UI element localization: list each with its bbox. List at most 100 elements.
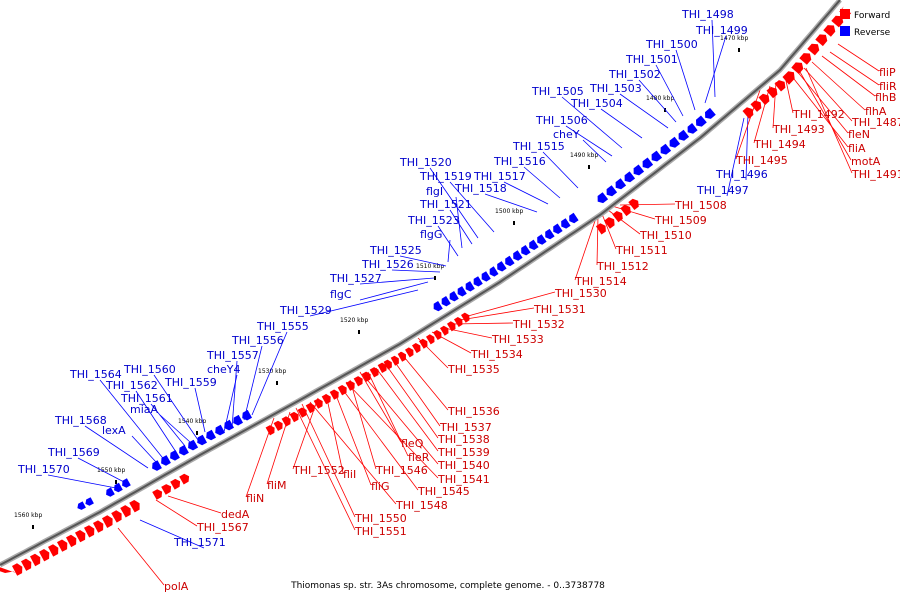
forward-leader-line xyxy=(619,203,676,206)
forward-leader-line xyxy=(805,67,853,174)
forward-gene xyxy=(265,425,275,436)
reverse-gene-label: THI_1527 xyxy=(329,272,382,285)
forward-leader-line xyxy=(301,403,356,518)
reverse-gene xyxy=(433,301,443,312)
forward-gene-label: THI_1540 xyxy=(437,459,490,472)
reverse-gene-label: THI_1556 xyxy=(231,334,284,347)
forward-gene xyxy=(758,93,770,106)
reverse-leader-line xyxy=(455,196,463,249)
forward-gene xyxy=(447,321,456,332)
reverse-gene-label: THI_1505 xyxy=(531,85,584,98)
reverse-gene xyxy=(170,450,180,461)
forward-gene-label: THI_1512 xyxy=(596,260,649,273)
tick-label: 1550 kbp xyxy=(97,467,125,474)
forward-gene-label: fliP xyxy=(879,66,896,79)
reverse-gene-label: THI_1523 xyxy=(407,214,460,227)
reverse-gene-label: lexA xyxy=(102,424,126,437)
forward-gene-label: fliR xyxy=(879,80,897,93)
tick-mark xyxy=(196,431,198,435)
forward-leader-line xyxy=(601,213,617,250)
forward-gene-label: THI_1550 xyxy=(354,512,407,525)
chromosome-backbone xyxy=(0,0,842,568)
forward-gene-label: THI_1551 xyxy=(354,525,407,538)
forward-gene xyxy=(426,334,435,345)
forward-gene xyxy=(353,376,363,387)
forward-gene xyxy=(440,325,449,336)
reverse-gene xyxy=(669,136,681,148)
forward-gene xyxy=(313,398,323,409)
reverse-gene-label: cheY xyxy=(553,128,580,141)
forward-gene-label: motA xyxy=(851,155,881,168)
tick-mark xyxy=(588,165,590,169)
reverse-gene-label: flgC xyxy=(330,288,352,301)
forward-gene xyxy=(21,558,32,571)
forward-gene-label: THI_1545 xyxy=(417,485,470,498)
reverse-gene xyxy=(606,185,618,197)
forward-gene xyxy=(297,407,307,418)
reverse-gene xyxy=(705,107,716,119)
reverse-gene xyxy=(529,239,539,250)
forward-leader-line xyxy=(359,371,402,443)
forward-gene xyxy=(0,567,17,573)
reverse-gene-label: flgG xyxy=(420,228,442,241)
reverse-leader-line xyxy=(484,193,538,213)
forward-leader-line xyxy=(459,307,535,321)
forward-gene xyxy=(742,107,754,119)
reverse-gene xyxy=(553,223,563,234)
forward-gene xyxy=(799,53,812,65)
forward-gene xyxy=(369,367,379,378)
tick-label: 1540 kbp xyxy=(178,418,206,425)
forward-leader-line xyxy=(363,375,439,465)
forward-gene xyxy=(39,549,50,562)
reverse-gene xyxy=(561,218,571,229)
forward-leader-line xyxy=(295,407,356,531)
forward-leader-line xyxy=(799,71,852,161)
reverse-gene xyxy=(678,129,690,141)
reverse-leader-line xyxy=(391,269,441,273)
forward-gene-label: THI_1548 xyxy=(395,499,448,512)
reverse-leader-line xyxy=(153,374,199,441)
forward-leader-line xyxy=(333,389,372,486)
reverse-leader-line xyxy=(675,49,696,111)
forward-gene xyxy=(57,539,68,552)
forward-gene xyxy=(390,355,399,366)
reverse-leader-line xyxy=(77,457,125,483)
legend-forward-swatch xyxy=(840,9,850,19)
forward-gene-label: fleQ xyxy=(401,437,424,450)
reverse-gene xyxy=(624,171,636,183)
forward-gene-label: THI_1487 xyxy=(851,116,900,129)
forward-leader-line xyxy=(345,381,439,479)
tick-mark xyxy=(513,221,515,225)
legend: Forward Reverse xyxy=(840,9,891,38)
reverse-gene xyxy=(481,271,491,282)
reverse-gene xyxy=(537,234,547,245)
forward-gene-label: THI_1509 xyxy=(654,214,707,227)
reverse-gene xyxy=(224,419,234,431)
tick-label: 1470 kbp xyxy=(720,35,748,42)
reverse-gene xyxy=(696,115,707,127)
forward-leader-line xyxy=(467,291,556,317)
reverse-leader-line xyxy=(251,331,288,416)
reverse-leader-line xyxy=(243,345,263,421)
forward-gene-label: THI_1510 xyxy=(639,229,692,242)
forward-gene xyxy=(433,330,442,340)
forward-leader-line xyxy=(789,73,849,148)
reverse-leader-line xyxy=(565,125,613,157)
forward-gene xyxy=(791,62,804,75)
reverse-gene-label: THI_1504 xyxy=(570,97,623,110)
reverse-gene xyxy=(106,487,115,497)
forward-gene-label: fliM xyxy=(267,479,286,492)
tick-label: 1490 kbp xyxy=(570,152,598,159)
forward-leader-line xyxy=(837,43,880,72)
forward-gene-label: THI_1511 xyxy=(615,244,668,257)
reverse-leader-line xyxy=(131,435,157,463)
forward-gene-label: flhA xyxy=(865,105,887,118)
forward-gene xyxy=(161,484,172,495)
forward-gene-label: fliI xyxy=(343,468,356,481)
forward-leader-line xyxy=(574,217,597,281)
reverse-gene xyxy=(179,444,189,456)
forward-leader-line xyxy=(339,385,419,491)
reverse-gene-label: THI_1570 xyxy=(17,463,70,476)
